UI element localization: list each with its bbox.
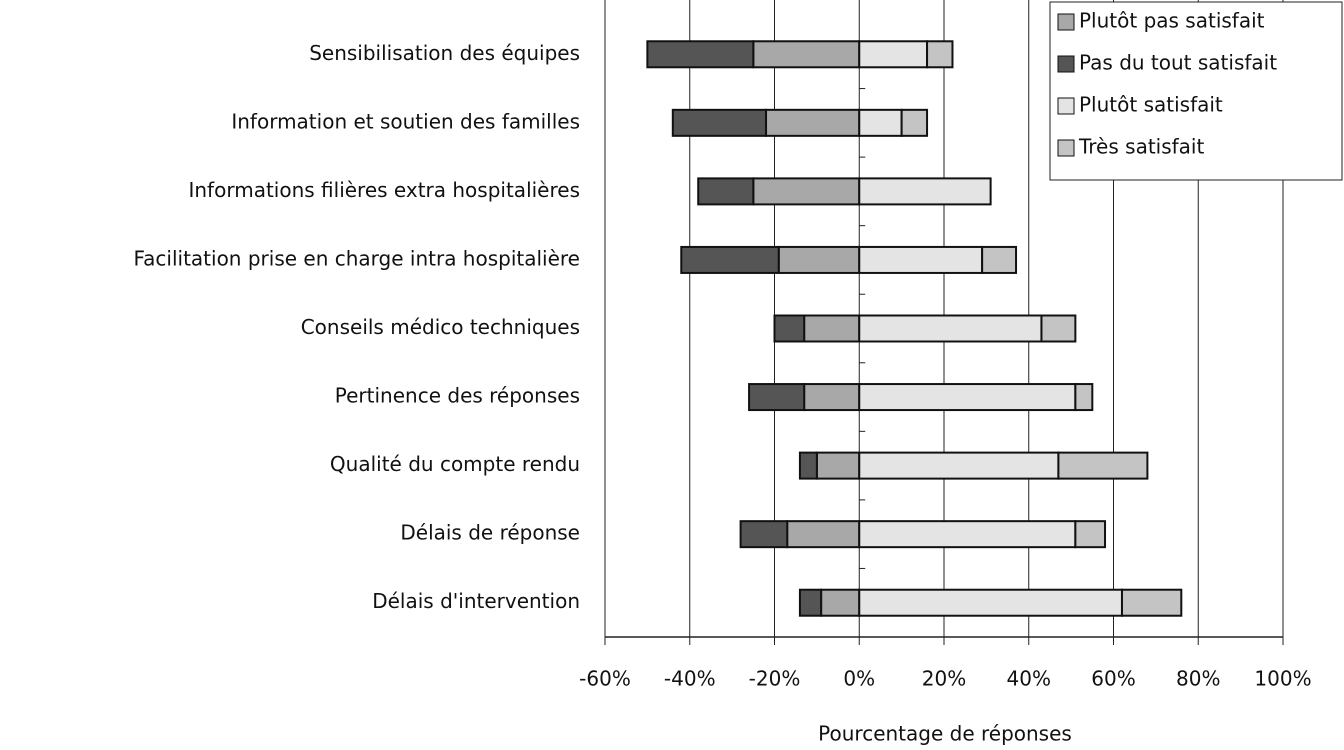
bar-segment — [798, 588, 823, 617]
bar-segment — [765, 108, 861, 137]
bar-segment — [858, 383, 1077, 412]
bar-segment — [798, 451, 818, 480]
bar-segment — [748, 383, 806, 412]
bar-segment — [1120, 588, 1183, 617]
bar-segment — [646, 40, 755, 69]
bar-segment — [815, 451, 861, 480]
legend-label: Plutôt satisfait — [1079, 93, 1223, 117]
x-tick-label: 60% — [1091, 667, 1135, 691]
bar-segment — [858, 108, 903, 137]
bar-segment — [803, 383, 861, 412]
legend-swatch — [1057, 97, 1075, 115]
bar-segment — [1074, 383, 1094, 412]
bar-segment — [1057, 451, 1149, 480]
bar-segment — [858, 588, 1123, 617]
bar-segment — [752, 177, 861, 206]
bar-segment — [680, 245, 780, 274]
y-tick-label: Qualité du compte rendu — [330, 452, 580, 476]
legend-label: Plutôt pas satisfait — [1079, 9, 1265, 33]
bar-segment — [858, 177, 992, 206]
y-tick-label: Informations filières extra hospitalière… — [188, 178, 580, 202]
bar-segment — [786, 520, 861, 549]
bar-segment — [858, 40, 929, 69]
y-tick-label: Délais de réponse — [400, 521, 580, 545]
x-tick-label: -40% — [664, 667, 716, 691]
legend-label: Très satisfait — [1078, 135, 1204, 159]
legend-swatch — [1057, 139, 1075, 157]
x-tick-label: 0% — [843, 667, 875, 691]
x-axis-label: Pourcentage de réponses — [818, 722, 1072, 746]
bar-segment — [697, 177, 755, 206]
x-tick-label: -60% — [579, 667, 631, 691]
legend-swatch — [1057, 55, 1075, 73]
bar-segment — [1074, 520, 1107, 549]
bar-segment — [803, 314, 861, 343]
x-tick-label: -20% — [749, 667, 801, 691]
bar-segment — [671, 108, 768, 137]
bar-segment — [752, 40, 861, 69]
x-tick-label: 20% — [922, 667, 966, 691]
legend-label: Pas du tout satisfait — [1079, 51, 1277, 75]
legend — [1049, 1, 1343, 181]
bar-segment — [773, 314, 806, 343]
bar-segment — [739, 520, 789, 549]
y-tick-label: Sensibilisation des équipes — [309, 41, 580, 65]
legend-swatch — [1057, 13, 1075, 31]
bar-segment — [1040, 314, 1077, 343]
bar-segment — [777, 245, 861, 274]
bar-segment — [981, 245, 1018, 274]
x-tick-label: 100% — [1254, 667, 1311, 691]
bar-segment — [820, 588, 861, 617]
bar-segment — [900, 108, 929, 137]
x-tick-label: 80% — [1176, 667, 1220, 691]
y-tick-label: Délais d'intervention — [372, 589, 580, 613]
y-tick-label: Facilitation prise en charge intra hospi… — [133, 246, 580, 270]
y-tick-label: Information et soutien des familles — [231, 109, 580, 133]
y-tick-label: Conseils médico techniques — [301, 315, 580, 339]
y-tick-label: Pertinence des réponses — [335, 384, 580, 408]
x-tick-label: 40% — [1007, 667, 1051, 691]
bar-segment — [858, 520, 1077, 549]
bar-segment — [858, 314, 1043, 343]
bar-segment — [858, 245, 984, 274]
bar-segment — [926, 40, 954, 69]
bar-segment — [858, 451, 1060, 480]
